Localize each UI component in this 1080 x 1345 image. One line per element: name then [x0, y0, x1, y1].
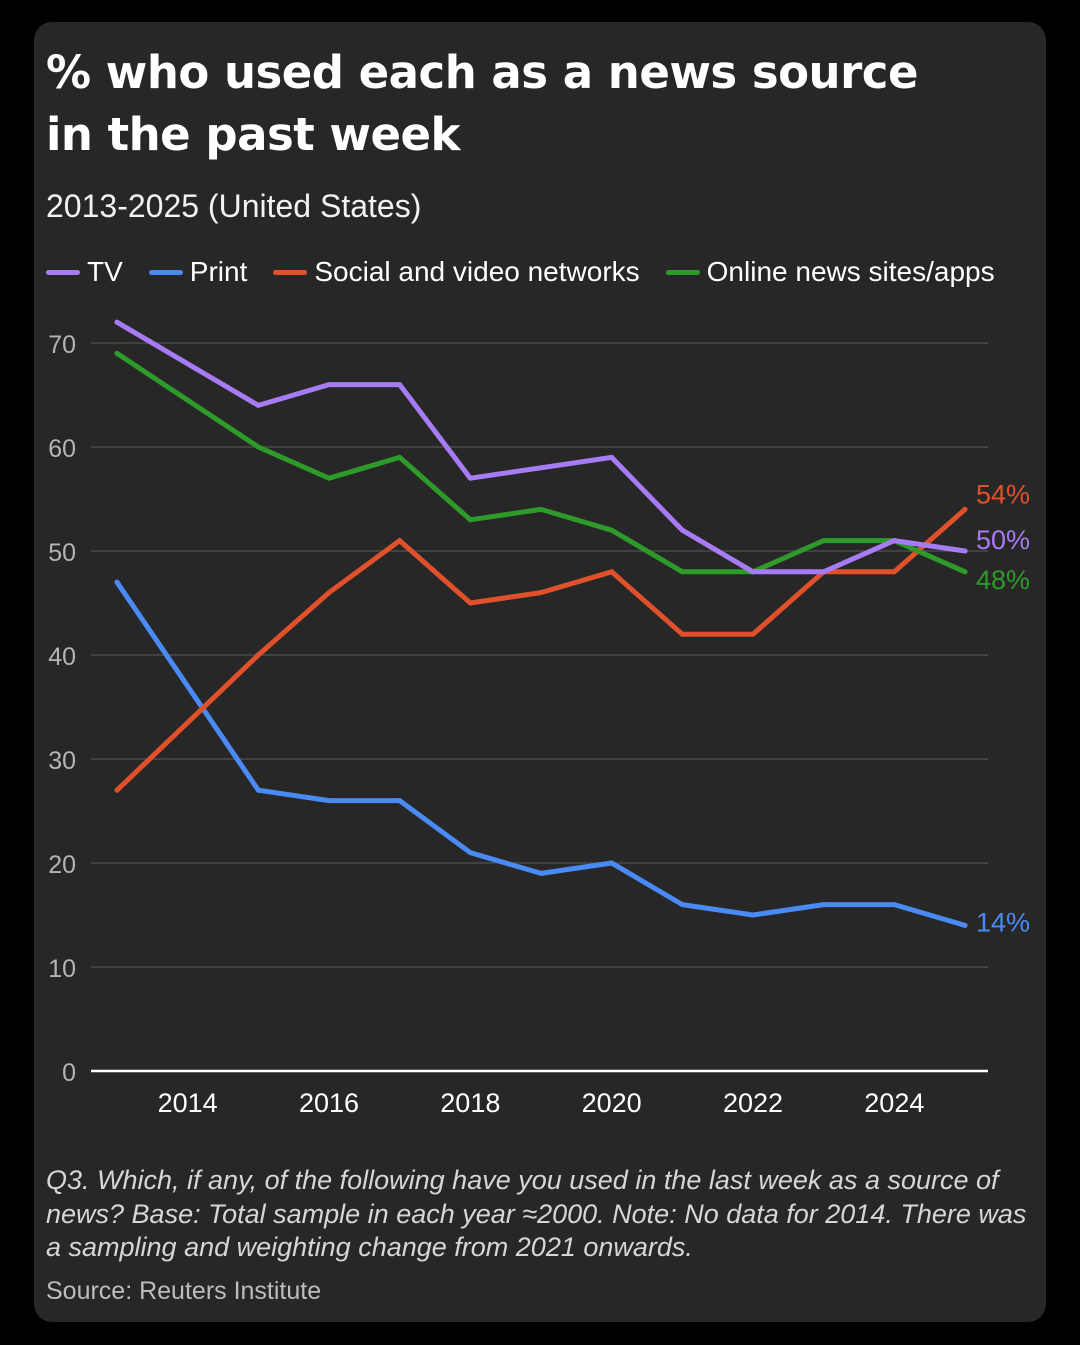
data-point-print-2016 — [326, 798, 332, 804]
data-point-print-2021 — [679, 902, 685, 908]
data-point-tv-2025 — [962, 548, 968, 554]
data-point-tv-2018 — [467, 475, 473, 481]
y-tick-label-30: 30 — [48, 747, 76, 775]
y-tick-label-60: 60 — [48, 435, 76, 463]
legend: TV Print Social and video networks Onlin… — [46, 252, 1021, 292]
data-point-social-2022 — [750, 631, 756, 637]
data-point-social-2020 — [609, 569, 615, 575]
data-point-social-2016 — [326, 590, 332, 596]
y-tick-label-10: 10 — [48, 955, 76, 983]
data-point-print-2022 — [750, 912, 756, 918]
data-point-print-2018 — [467, 850, 473, 856]
series-line-social — [114, 506, 968, 793]
x-tick-label-2018: 2018 — [440, 1088, 500, 1118]
data-point-tv-2021 — [679, 527, 685, 533]
chart-footnote: Q3. Which, if any, of the following have… — [46, 1165, 1027, 1262]
data-point-social-2021 — [679, 631, 685, 637]
series-line-tv — [114, 319, 968, 575]
data-point-online-2013 — [114, 350, 120, 356]
data-point-social-2017 — [397, 538, 403, 544]
y-tick-label-40: 40 — [48, 643, 76, 671]
legend-swatch-print — [148, 269, 183, 275]
series-line-online — [114, 350, 968, 575]
end-label-print: 14% — [976, 907, 1030, 937]
data-point-print-2017 — [397, 798, 403, 804]
data-point-online-2021 — [679, 569, 685, 575]
data-point-tv-2013 — [114, 319, 120, 325]
x-tick-label-2020: 2020 — [582, 1088, 642, 1118]
y-tick-label-50: 50 — [48, 539, 76, 567]
end-label-online: 48% — [976, 565, 1030, 595]
data-point-print-2025 — [962, 922, 968, 928]
data-point-online-2016 — [326, 475, 332, 481]
data-point-social-2025 — [962, 506, 968, 512]
data-point-social-2019 — [538, 590, 544, 596]
x-tick-label-2016: 2016 — [299, 1088, 359, 1118]
line-chart: 0 10 20 30 40 50 60 70 2014 2016 2018 2020 2022 2024 5… — [48, 319, 1030, 1118]
data-point-online-2019 — [538, 506, 544, 512]
data-point-tv-2024 — [891, 538, 897, 544]
data-point-social-2015 — [255, 652, 261, 658]
data-point-online-2025 — [962, 569, 968, 575]
y-tick-label-20: 20 — [48, 851, 76, 879]
data-point-print-2024 — [891, 902, 897, 908]
data-point-social-2024 — [891, 569, 897, 575]
chart-card: % who used each as a news source in the … — [34, 22, 1046, 1322]
legend-item-online[interactable]: Online news sites/apps — [665, 252, 995, 292]
chart-title: % who used each as a news source in the … — [46, 46, 918, 161]
chart-subtitle: 2013-2025 (United States) — [46, 188, 422, 224]
data-point-online-2017 — [397, 454, 403, 460]
data-point-tv-2016 — [326, 382, 332, 388]
x-tick-label-2024: 2024 — [864, 1088, 924, 1118]
legend-item-tv[interactable]: TV — [46, 252, 123, 292]
legend-label-social: Social and video networks — [314, 256, 640, 287]
legend-item-social[interactable]: Social and video networks — [273, 252, 640, 292]
data-point-print-2013 — [114, 579, 120, 585]
legend-swatch-online — [665, 269, 700, 275]
chart-source: Source: Reuters Institute — [46, 1277, 322, 1305]
x-tick-label-2022: 2022 — [723, 1088, 783, 1118]
end-label-social: 54% — [976, 479, 1030, 509]
end-label-tv: 50% — [976, 525, 1030, 555]
legend-swatch-tv — [46, 269, 80, 275]
data-point-print-2020 — [609, 860, 615, 866]
y-tick-label-0: 0 — [62, 1059, 76, 1087]
data-point-online-2020 — [609, 527, 615, 533]
data-point-online-2018 — [467, 517, 473, 523]
legend-label-print: Print — [189, 256, 248, 287]
data-point-tv-2015 — [255, 402, 261, 408]
legend-item-print[interactable]: Print — [148, 252, 248, 292]
data-point-social-2018 — [467, 600, 473, 606]
data-point-print-2019 — [538, 870, 544, 876]
data-point-tv-2019 — [538, 465, 544, 471]
data-point-tv-2023 — [821, 569, 827, 575]
data-point-print-2023 — [821, 902, 827, 908]
data-point-tv-2020 — [609, 454, 615, 460]
data-point-online-2023 — [821, 538, 827, 544]
legend-label-tv: TV — [87, 256, 123, 287]
data-point-tv-2022 — [750, 569, 756, 575]
data-point-social-2013 — [114, 787, 120, 793]
y-tick-label-70: 70 — [48, 331, 76, 359]
data-point-print-2015 — [255, 787, 261, 793]
data-point-online-2015 — [255, 444, 261, 450]
x-tick-label-2014: 2014 — [158, 1088, 218, 1118]
series-line-print — [114, 579, 968, 928]
legend-swatch-social — [273, 269, 308, 275]
legend-label-online: Online news sites/apps — [706, 256, 995, 287]
data-point-tv-2017 — [397, 382, 403, 388]
